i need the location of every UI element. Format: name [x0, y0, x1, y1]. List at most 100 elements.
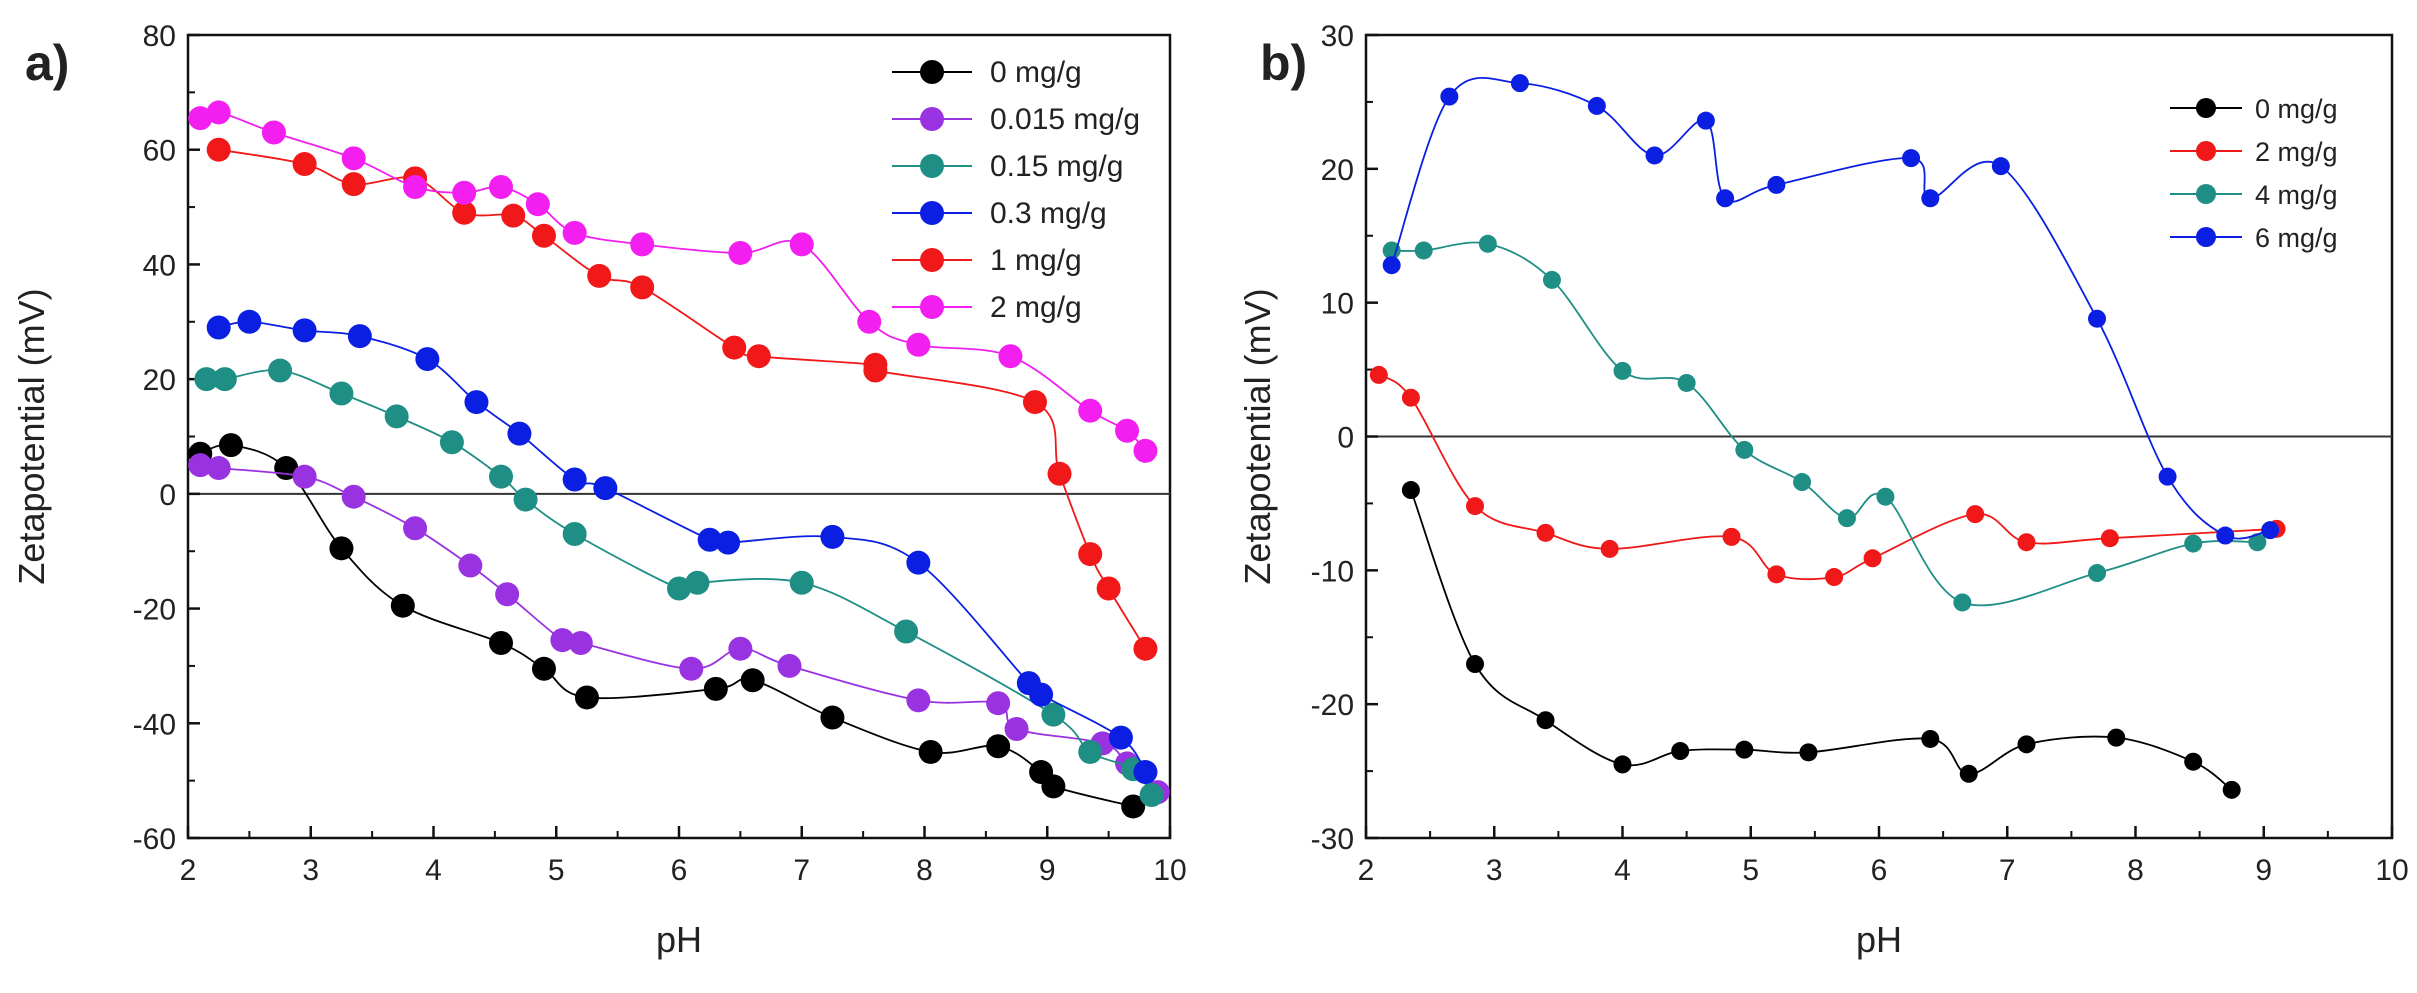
panel-a-x-tick-label: 8 — [916, 854, 933, 887]
panel-b-data-point — [1966, 505, 1985, 524]
panel-b-data-point — [1478, 234, 1497, 253]
panel-b-data-point — [1466, 655, 1485, 674]
panel-a-data-point — [667, 576, 691, 601]
panel-a-data-point — [679, 656, 704, 681]
panel-a-data-point — [292, 318, 317, 343]
panel-a-data-point — [789, 232, 814, 257]
panel-a-legend-marker — [920, 154, 944, 178]
panel-a-data-point — [777, 653, 802, 678]
panel-a-data-point — [1139, 782, 1164, 807]
panel-a-data-point — [574, 685, 599, 710]
panel-a-data-point — [489, 464, 514, 489]
panel-b-data-point — [2017, 735, 2036, 754]
panel-b-legend-label: 4 mg/g — [2255, 180, 2338, 210]
panel-a-data-point — [261, 120, 286, 145]
panel-a-x-tick-label: 2 — [180, 854, 197, 887]
panel-b-data-point — [1716, 189, 1735, 208]
panel-a-data-point — [550, 628, 575, 653]
panel-a-y-axis-title: Zetapotential (mV) — [11, 288, 52, 584]
panel-a-data-point — [630, 232, 655, 257]
panel-a-y-tick-label: -20 — [133, 594, 176, 627]
panel-b-legend-label: 0 mg/g — [2255, 94, 2338, 124]
panel-a-data-point — [501, 203, 526, 228]
panel-a-legend-label: 0.15 mg/g — [990, 150, 1123, 183]
panel-b-data-point — [1921, 729, 1940, 748]
panel-a-legend-label: 0.015 mg/g — [990, 103, 1140, 136]
panel-b-y-tick-label: 20 — [1321, 154, 1354, 187]
panel-b-legend-marker — [2196, 98, 2216, 118]
panel-a-data-point — [206, 100, 231, 125]
panel-b-data-point — [1735, 440, 1754, 459]
panel-a-data-point — [1133, 438, 1158, 463]
panel-a-data-point — [464, 390, 489, 415]
panel-b-x-tick-label: 3 — [1486, 854, 1503, 887]
panel-a-y-tick-label: -40 — [133, 708, 176, 741]
panel-a-data-point — [728, 636, 753, 661]
panel-a-data-point — [857, 309, 882, 334]
panel-b-series-line-1 — [1378, 374, 2277, 581]
panel-a-data-point — [1047, 461, 1072, 486]
panel-a-y-tick-label: 0 — [159, 479, 176, 512]
panel-a-data-point — [525, 192, 550, 217]
panel-a-letter: a) — [25, 35, 69, 91]
panel-a-data-point — [685, 570, 710, 595]
panel-b-data-point — [2107, 728, 2126, 747]
panel-a-data-point — [1004, 717, 1029, 742]
panel-b-data-point — [1536, 711, 1555, 730]
panel-a-data-point — [703, 676, 728, 701]
panel-b-data-point — [1510, 74, 1529, 93]
panel-b-data-point — [1837, 509, 1856, 528]
panel-a-legend-marker — [920, 201, 944, 225]
panel-a-data-point — [568, 630, 593, 655]
panel-a-data-point — [458, 553, 483, 578]
panel-b-y-axis-title: Zetapotential (mV) — [1237, 288, 1278, 584]
panel-b-data-point — [1902, 149, 1921, 168]
panel-b-data-point — [2261, 521, 2280, 540]
panel-b-data-point — [1863, 549, 1882, 568]
panel-a-data-point — [495, 582, 520, 607]
panel-b-data-point — [1401, 388, 1420, 407]
panel-a-data-point — [403, 174, 428, 199]
panel-b-legend-marker — [2196, 227, 2216, 247]
panel-a-data-point — [194, 367, 219, 392]
panel-a-data-point — [329, 536, 354, 561]
panel-a-data-point — [918, 739, 943, 764]
panel-a-data-point — [716, 530, 741, 555]
panel-b-x-axis-title: pH — [1856, 919, 1902, 960]
panel-a-y-tick-label: 40 — [143, 249, 176, 282]
panel-a-x-tick-label: 3 — [302, 854, 319, 887]
panel-b-y-tick-label: -20 — [1311, 689, 1354, 722]
panel-a-data-point — [268, 358, 293, 383]
panel-a-data-point — [1022, 390, 1047, 415]
panel-b-data-point — [2088, 564, 2107, 583]
panel-a-legend-marker — [920, 60, 944, 84]
panel-b-data-point — [1613, 361, 1632, 380]
panel-a-data-point — [740, 668, 765, 693]
panel-a-series-line-0 — [199, 443, 1134, 808]
panel-a-data-point — [1078, 398, 1103, 423]
panel-b-x-tick-label: 8 — [2127, 854, 2144, 887]
panel-a-data-point — [1041, 774, 1066, 799]
panel-a-x-tick-label: 6 — [671, 854, 688, 887]
panel-a-data-point — [789, 570, 814, 595]
panel-a-x-tick-label: 5 — [548, 854, 565, 887]
panel-a-y-tick-label: 80 — [143, 20, 176, 53]
panel-b-legend-marker — [2196, 141, 2216, 161]
panel-b-data-point — [1613, 755, 1632, 774]
panel-b-data-point — [2248, 533, 2267, 552]
panel-b-data-point — [1542, 270, 1561, 289]
panel-a-data-point — [894, 619, 919, 644]
panel-a-legend-label: 1 mg/g — [990, 244, 1082, 277]
panel-a-data-point — [587, 263, 612, 288]
panel-a-data-point — [820, 705, 845, 730]
panel-b-data-point — [1382, 241, 1401, 260]
panel-a-data-point — [292, 152, 317, 177]
panel-b-data-point — [2100, 529, 2119, 548]
panel-b-data-point — [1671, 742, 1690, 761]
panel-b-data-point — [1735, 740, 1754, 759]
panel-a-data-point — [1115, 418, 1140, 443]
panel-a-data-point — [188, 453, 213, 478]
panel-b-legend-marker — [2196, 184, 2216, 204]
panel-a-data-point — [1108, 725, 1133, 750]
